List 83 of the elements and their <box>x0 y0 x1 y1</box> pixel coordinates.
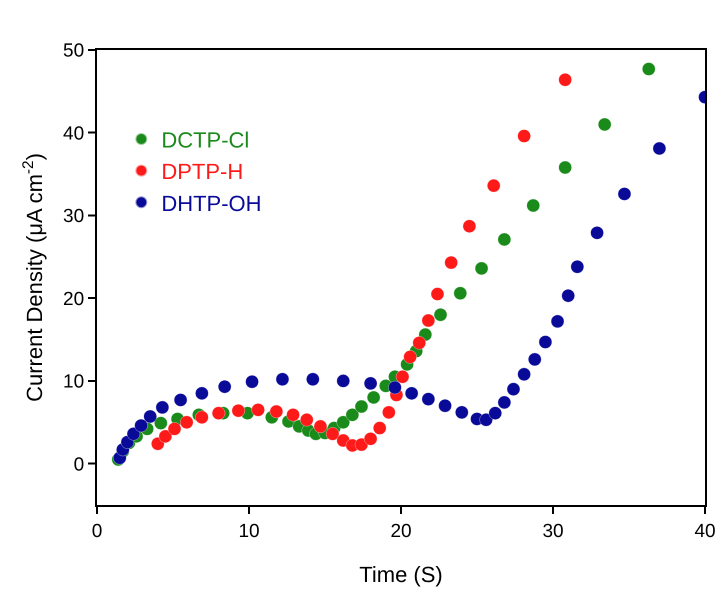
y-tick-label: 0 <box>74 454 84 476</box>
point <box>314 420 328 434</box>
point <box>618 187 632 201</box>
point <box>438 398 452 412</box>
x-tick-label: 30 <box>542 520 564 542</box>
point <box>403 350 417 364</box>
point <box>570 260 584 274</box>
point <box>195 410 209 424</box>
point <box>558 73 572 87</box>
point <box>212 406 226 420</box>
point <box>526 198 540 212</box>
point <box>404 386 418 400</box>
point <box>158 430 172 444</box>
point <box>598 118 612 132</box>
x-axis-title: Time (S) <box>359 562 443 587</box>
point <box>506 382 520 396</box>
point <box>590 226 604 240</box>
y-tick-label: 30 <box>63 206 84 228</box>
point <box>364 376 378 390</box>
point <box>286 408 300 422</box>
legend-label: DHTP-OH <box>161 190 262 216</box>
point <box>270 404 284 418</box>
y-tick-label: 10 <box>63 372 84 393</box>
point <box>336 374 350 388</box>
legend-label: DCTP-Cl <box>161 128 250 153</box>
point <box>474 262 488 276</box>
point <box>561 288 575 302</box>
point <box>336 416 350 430</box>
point <box>251 403 265 417</box>
x-tick-label: 40 <box>694 520 716 542</box>
point <box>538 335 552 349</box>
point <box>558 160 572 174</box>
point <box>180 416 194 430</box>
point <box>382 406 396 420</box>
point <box>364 432 378 446</box>
point <box>346 408 360 422</box>
x-tick-label: 10 <box>238 520 260 542</box>
point <box>396 370 410 384</box>
point <box>479 413 493 427</box>
point <box>366 390 380 404</box>
point <box>422 314 436 328</box>
point <box>245 374 259 388</box>
point <box>195 386 209 400</box>
point <box>306 372 320 386</box>
point <box>434 308 448 322</box>
point <box>354 400 368 414</box>
point <box>550 314 564 328</box>
point <box>430 287 444 301</box>
point <box>154 416 168 430</box>
point <box>326 427 340 441</box>
point <box>642 62 656 76</box>
point <box>232 404 246 418</box>
y-tick-label: 40 <box>63 123 84 144</box>
point <box>517 368 531 382</box>
point <box>486 178 500 192</box>
point <box>300 413 314 427</box>
point <box>528 352 542 366</box>
point <box>498 396 512 410</box>
point <box>444 256 458 270</box>
point <box>372 421 386 435</box>
point <box>168 422 182 436</box>
legend-label: DPTP-H <box>161 159 244 184</box>
point <box>454 286 468 300</box>
y-tick-label: 20 <box>63 288 84 310</box>
point <box>422 392 436 406</box>
point <box>156 400 170 414</box>
point <box>134 418 148 432</box>
x-tick-label: 20 <box>390 520 412 542</box>
point <box>412 336 426 350</box>
point <box>276 372 290 386</box>
point <box>455 406 469 420</box>
point <box>462 219 476 233</box>
y-tick-label: 50 <box>63 40 84 62</box>
point <box>488 406 502 420</box>
point <box>126 427 140 441</box>
point <box>174 393 188 407</box>
point <box>218 380 232 394</box>
point <box>652 142 666 156</box>
point <box>388 380 402 394</box>
point <box>498 232 512 246</box>
point <box>517 129 531 143</box>
point <box>143 410 157 424</box>
x-tick-label: 0 <box>92 520 102 542</box>
